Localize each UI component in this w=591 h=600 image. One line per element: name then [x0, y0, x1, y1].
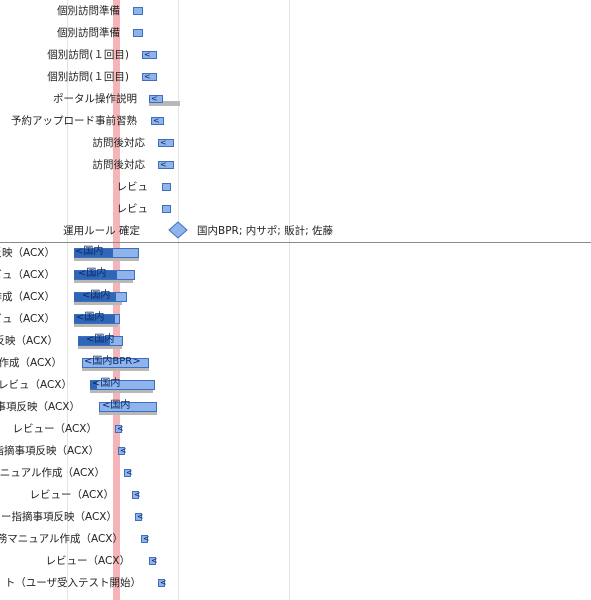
baseline-bar — [74, 300, 122, 305]
task-name: ト（ユーザ受入テスト開始） — [4, 577, 141, 589]
task-name: 訪問後対応 — [92, 137, 146, 149]
task-bar[interactable] — [132, 491, 139, 499]
bar-marker: < — [160, 160, 167, 169]
task-bar[interactable] — [149, 95, 163, 103]
task-name: 個別訪問(１回目) — [47, 71, 129, 83]
bar-marker: < — [153, 116, 160, 125]
bar-marker: < — [160, 578, 167, 587]
bar-marker: < — [126, 468, 133, 477]
task-bar[interactable] — [142, 51, 157, 59]
milestone-resources: 国内BPR; 内サポ; 販計; 佐藤 — [197, 225, 333, 237]
task-name: 個別訪問準備 — [57, 5, 120, 17]
task-bar[interactable] — [142, 73, 157, 81]
progress-fill — [74, 249, 113, 257]
task-bar[interactable] — [133, 29, 143, 37]
task-name: レビュ — [116, 203, 149, 215]
task-name: 事項反映（ACX） — [0, 401, 80, 413]
task-name: ポータル操作説明 — [53, 93, 137, 105]
task-bar[interactable] — [135, 513, 142, 521]
baseline-bar — [82, 366, 149, 371]
progress-fill — [74, 293, 117, 301]
baseline-bar — [74, 322, 118, 327]
task-bar[interactable] — [162, 183, 171, 191]
bar-marker: < — [151, 94, 158, 103]
progress-fill — [90, 381, 97, 389]
bar-marker: < — [137, 512, 144, 521]
task-name: ー指摘事項反映（ACX） — [0, 511, 117, 523]
task-bar[interactable] — [124, 469, 131, 477]
task-name: レビュー（ACX） — [12, 423, 97, 435]
task-name: レビュー（ACX） — [45, 555, 130, 567]
bar-resource-label: <国内 — [76, 312, 105, 323]
bar-resource-label: <国内 — [78, 268, 107, 279]
task-bar[interactable] — [162, 205, 171, 213]
task-name: 訪問後対応 — [92, 159, 146, 171]
task-name: 個別訪問(１回目) — [47, 49, 129, 61]
baseline-bar — [78, 344, 122, 349]
bar-marker: < — [151, 556, 158, 565]
task-bar[interactable] — [158, 579, 165, 587]
task-bar[interactable] — [99, 402, 157, 412]
task-bar[interactable] — [158, 139, 174, 147]
task-name: ス作成（ACX） — [0, 357, 62, 369]
timeline-gridline — [67, 0, 68, 600]
bar-marker: < — [144, 50, 151, 59]
section-separator — [0, 242, 591, 243]
task-bar[interactable] — [133, 7, 143, 15]
baseline-bar — [149, 101, 180, 106]
task-name: レビュ — [116, 181, 149, 193]
task-bar[interactable] — [82, 358, 149, 368]
bar-marker: < — [134, 490, 141, 499]
task-bar[interactable] — [141, 535, 148, 543]
bar-resource-label: <国内 — [92, 378, 121, 389]
task-name: レビュー（ACX） — [29, 489, 114, 501]
bar-resource-label: <国内 — [102, 400, 131, 411]
bar-marker: < — [117, 424, 124, 433]
baseline-bar — [74, 278, 133, 283]
bar-marker: < — [144, 72, 151, 81]
task-name: ビュ（ACX） — [0, 269, 55, 281]
task-bar[interactable] — [115, 425, 122, 433]
task-name: 反映（ACX） — [0, 335, 58, 347]
bar-resource-label: <国内 — [86, 334, 115, 345]
task-bar[interactable] — [158, 161, 174, 169]
timeline-gridline — [178, 0, 179, 600]
task-name: 予約アップロード事前習熟 — [11, 115, 137, 127]
task-name: ビュ（ACX） — [0, 313, 55, 325]
task-name: 作成（ACX） — [0, 291, 55, 303]
milestone-diamond[interactable] — [168, 221, 188, 239]
baseline-bar — [74, 256, 139, 261]
bar-resource-label: <国内 — [82, 290, 111, 301]
bar-resource-label: <国内 — [75, 246, 104, 257]
progress-fill — [78, 337, 110, 345]
task-bar[interactable] — [118, 447, 125, 455]
task-name: ムレビュ（ACX） — [0, 379, 72, 391]
progress-fill — [74, 315, 116, 323]
task-name: 務マニュアル作成（ACX） — [0, 533, 123, 545]
task-name: 個別訪問準備 — [57, 27, 120, 39]
task-name: 運用ルール 確定 — [63, 225, 140, 237]
bar-marker: < — [160, 138, 167, 147]
progress-fill — [74, 271, 117, 279]
baseline-bar — [90, 388, 153, 393]
bar-marker: < — [120, 446, 127, 455]
baseline-bar — [99, 410, 157, 415]
bar-resource-label: <国内BPR> — [84, 356, 141, 367]
timeline-gridline — [289, 0, 290, 600]
task-bar[interactable] — [151, 117, 164, 125]
task-name: 指摘事項反映（ACX） — [0, 445, 99, 457]
task-name: 反映（ACX） — [0, 247, 55, 259]
task-name: ニュアル作成（ACX） — [0, 467, 105, 479]
task-bar[interactable] — [149, 557, 156, 565]
bar-marker: < — [143, 534, 150, 543]
